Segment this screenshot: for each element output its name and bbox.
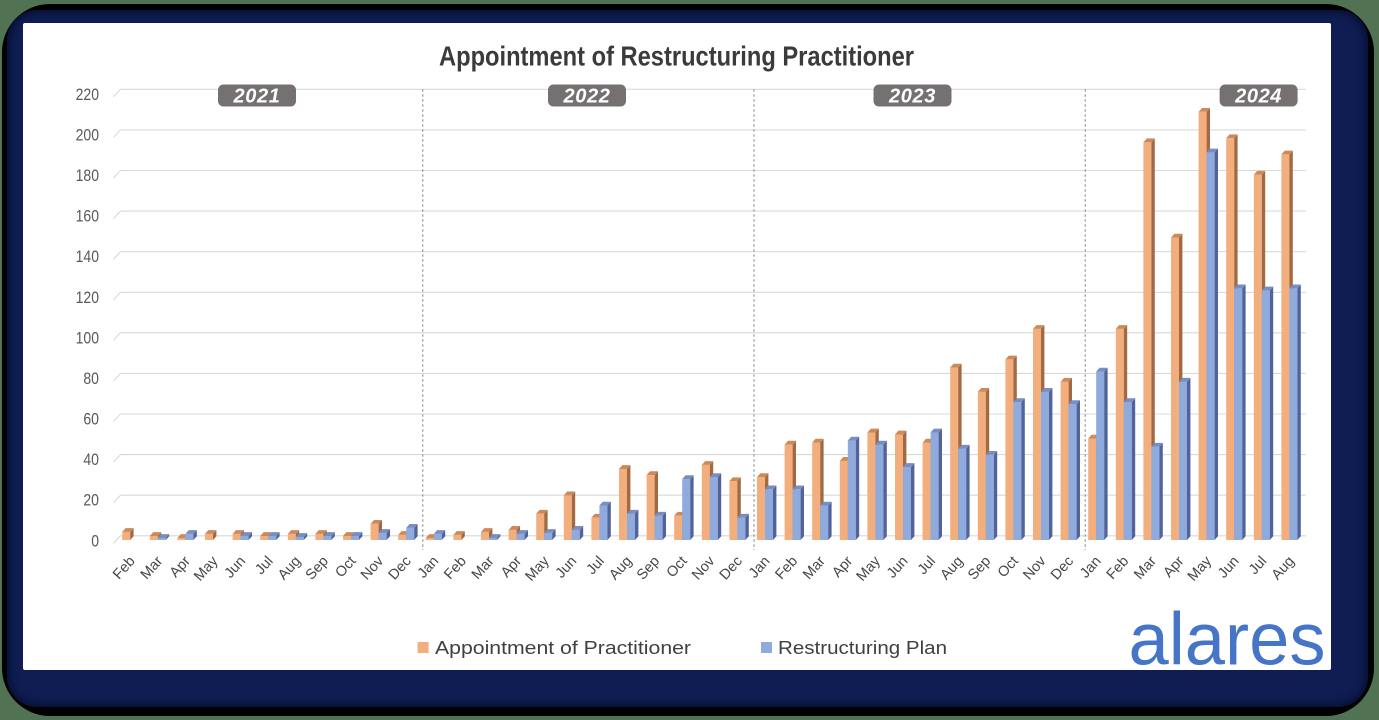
svg-text:Dec: Dec [386, 553, 415, 583]
svg-text:Jan: Jan [1077, 553, 1105, 581]
svg-text:2024: 2024 [1234, 86, 1282, 108]
svg-text:Jun: Jun [222, 553, 250, 581]
svg-text:Jul: Jul [1246, 553, 1270, 577]
svg-text:Restructuring Plan: Restructuring Plan [778, 638, 947, 658]
svg-text:Feb: Feb [772, 553, 801, 582]
svg-text:Oct: Oct [995, 553, 1022, 580]
svg-text:Mar: Mar [800, 553, 829, 582]
svg-text:20: 20 [83, 491, 99, 510]
svg-text:120: 120 [76, 288, 99, 307]
svg-text:Jul: Jul [584, 553, 608, 577]
svg-text:Feb: Feb [1104, 553, 1133, 582]
svg-text:Apr: Apr [829, 553, 856, 581]
svg-text:220: 220 [76, 85, 99, 104]
svg-text:Aug: Aug [1269, 553, 1298, 583]
svg-text:Feb: Feb [441, 553, 470, 582]
svg-text:Mar: Mar [1131, 553, 1160, 582]
svg-text:2023: 2023 [888, 86, 936, 108]
svg-text:Apr: Apr [167, 553, 194, 581]
svg-text:Dec: Dec [717, 553, 746, 583]
svg-text:Appointment of Restructuring P: Appointment of Restructuring Practitione… [439, 40, 914, 71]
svg-text:Jun: Jun [884, 553, 912, 581]
svg-text:2022: 2022 [563, 86, 611, 108]
svg-text:May: May [1185, 553, 1216, 585]
svg-text:40: 40 [83, 450, 99, 469]
svg-text:Nov: Nov [689, 553, 719, 583]
svg-text:160: 160 [76, 207, 99, 226]
svg-text:140: 140 [76, 247, 99, 266]
svg-text:Mar: Mar [138, 553, 167, 582]
svg-text:200: 200 [76, 125, 99, 144]
svg-text:alares: alares [1129, 598, 1326, 681]
svg-text:Jun: Jun [553, 553, 581, 581]
svg-text:Nov: Nov [358, 553, 388, 583]
svg-text:Sep: Sep [965, 553, 994, 583]
svg-text:Jun: Jun [1215, 553, 1243, 581]
svg-text:2021: 2021 [233, 86, 281, 108]
svg-text:Oct: Oct [332, 553, 359, 580]
svg-text:Mar: Mar [469, 553, 498, 582]
svg-text:Nov: Nov [1020, 553, 1050, 583]
svg-text:Dec: Dec [1048, 553, 1077, 583]
svg-text:Sep: Sep [303, 553, 332, 583]
svg-text:Sep: Sep [634, 553, 663, 583]
svg-text:Jul: Jul [915, 553, 939, 577]
svg-text:Apr: Apr [498, 553, 525, 581]
svg-text:Aug: Aug [275, 553, 304, 583]
svg-text:60: 60 [83, 410, 99, 429]
svg-text:Aug: Aug [938, 553, 967, 583]
svg-text:Jan: Jan [415, 553, 443, 581]
svg-text:Jul: Jul [252, 553, 276, 577]
svg-text:Jan: Jan [746, 553, 774, 581]
svg-text:May: May [191, 553, 222, 585]
svg-text:Feb: Feb [110, 553, 139, 582]
svg-text:80: 80 [83, 369, 99, 388]
svg-text:180: 180 [76, 166, 99, 185]
svg-text:0: 0 [91, 531, 99, 550]
svg-text:Aug: Aug [606, 553, 635, 583]
svg-text:100: 100 [76, 328, 99, 347]
svg-text:Appointment of Practitioner: Appointment of Practitioner [435, 638, 691, 658]
svg-text:Apr: Apr [1160, 553, 1187, 581]
svg-text:May: May [522, 553, 553, 585]
svg-text:May: May [854, 553, 885, 585]
svg-text:Oct: Oct [664, 553, 691, 580]
